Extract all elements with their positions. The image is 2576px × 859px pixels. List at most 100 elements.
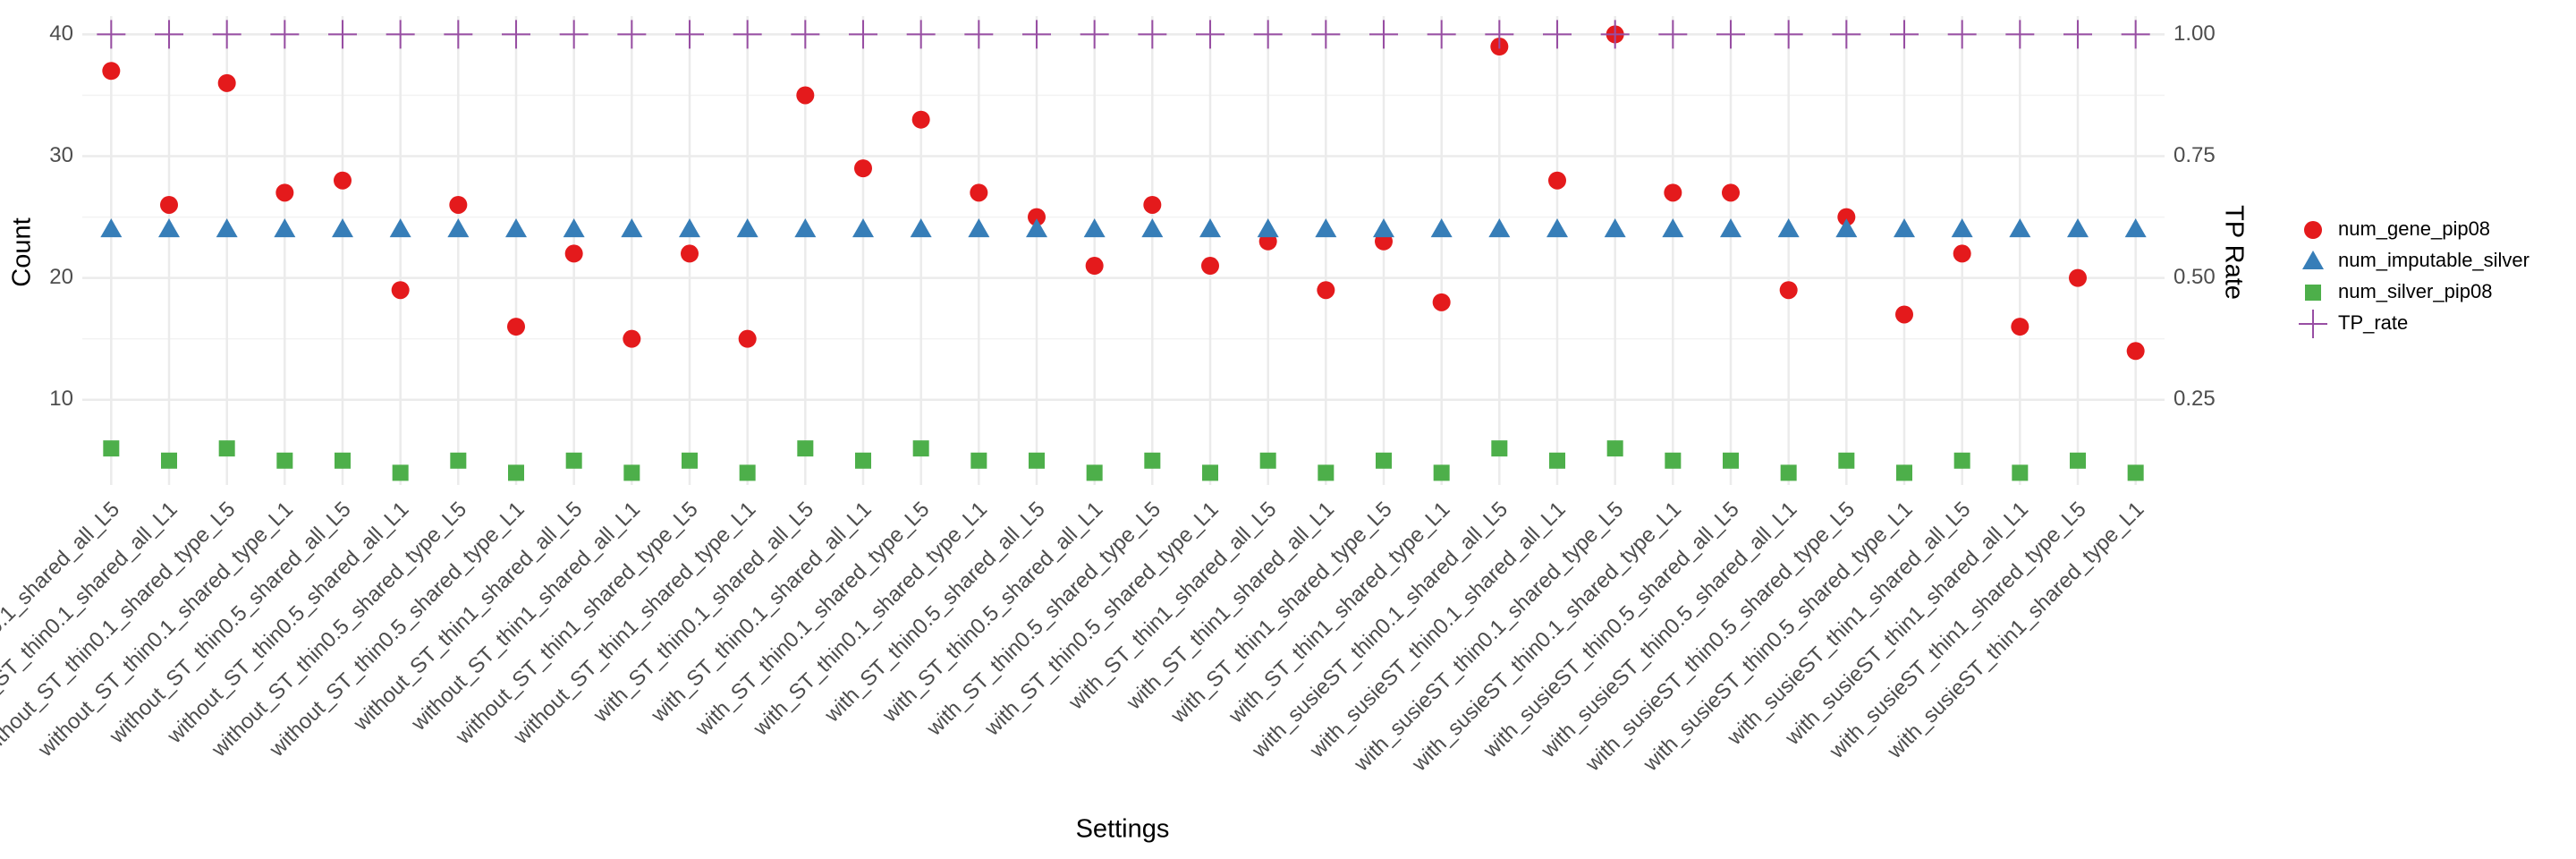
point xyxy=(1259,452,1276,469)
legend-label: num_imputable_silver xyxy=(2338,249,2529,271)
point xyxy=(910,218,932,238)
point xyxy=(1491,440,1508,457)
point xyxy=(1253,20,1283,49)
point xyxy=(334,171,352,190)
point xyxy=(2005,20,2035,49)
point xyxy=(1890,20,1919,49)
point xyxy=(1318,464,1335,481)
grid xyxy=(82,16,2165,485)
point xyxy=(386,20,415,49)
point xyxy=(1835,218,1858,238)
point xyxy=(216,218,238,238)
point xyxy=(507,318,525,336)
point xyxy=(1201,257,1219,276)
point xyxy=(1837,208,1856,226)
point xyxy=(1543,20,1572,49)
y2-tick-label: 0.25 xyxy=(2174,387,2216,411)
point xyxy=(160,195,178,214)
point xyxy=(335,452,351,469)
y2-tick-label: 0.50 xyxy=(2174,265,2216,289)
point xyxy=(791,20,820,49)
y-tick-label: 10 xyxy=(49,387,73,411)
point xyxy=(681,244,699,263)
point xyxy=(1199,218,1221,238)
x-tick-label: with_ST_thin1_shared_all_L5 xyxy=(1063,498,1281,715)
point xyxy=(1028,208,1046,226)
point xyxy=(1022,20,1051,49)
x-axis-title: Settings xyxy=(1076,815,1170,844)
point xyxy=(212,20,242,49)
point xyxy=(1951,218,1973,238)
point xyxy=(508,464,524,481)
legend-label: num_silver_pip08 xyxy=(2338,280,2492,302)
x-tick-label: with_ST_thin1_shared_all_L1 xyxy=(1122,498,1339,715)
point xyxy=(621,218,643,238)
point xyxy=(1664,183,1682,202)
point xyxy=(970,183,988,202)
point xyxy=(274,218,296,238)
point xyxy=(1720,218,1741,238)
point xyxy=(1083,218,1106,238)
point xyxy=(733,20,762,49)
point xyxy=(623,329,641,348)
y-tick-label: 20 xyxy=(49,265,73,289)
point xyxy=(218,440,235,457)
point xyxy=(1086,464,1103,481)
point xyxy=(911,110,930,129)
point xyxy=(1894,218,1915,238)
point xyxy=(1658,20,1688,49)
point xyxy=(1029,452,1045,469)
point xyxy=(1432,293,1451,311)
point xyxy=(270,20,300,49)
point xyxy=(217,73,236,92)
point xyxy=(1779,281,1798,300)
point xyxy=(502,20,530,49)
point xyxy=(617,20,647,49)
point xyxy=(449,195,468,214)
point xyxy=(738,329,757,348)
point xyxy=(1716,20,1745,49)
point xyxy=(559,20,589,49)
point xyxy=(1427,20,1456,49)
point xyxy=(736,218,758,238)
point xyxy=(1895,305,1913,324)
point xyxy=(564,244,583,263)
legend-key xyxy=(2302,251,2324,269)
legend-key xyxy=(2305,285,2321,301)
point xyxy=(1662,218,1684,238)
point xyxy=(675,20,704,49)
point xyxy=(796,86,815,105)
point xyxy=(100,218,123,238)
point xyxy=(1373,218,1394,238)
point xyxy=(1433,464,1450,481)
point xyxy=(1947,20,1977,49)
point xyxy=(1138,20,1167,49)
point xyxy=(679,218,700,238)
y-tick-label: 30 xyxy=(49,143,73,167)
point xyxy=(1144,452,1161,469)
point xyxy=(1143,195,1162,214)
point xyxy=(2011,318,2029,336)
point xyxy=(276,452,293,469)
point xyxy=(1832,20,1861,49)
y-axis-title: Count xyxy=(8,217,37,286)
point xyxy=(1430,218,1453,238)
point xyxy=(1317,281,1335,300)
point xyxy=(1953,244,1971,263)
point xyxy=(1665,452,1682,469)
point xyxy=(1722,183,1740,202)
y-tick-label: 40 xyxy=(49,21,73,46)
point xyxy=(1600,20,1630,49)
point xyxy=(505,218,527,238)
point xyxy=(563,218,585,238)
point xyxy=(2121,20,2150,49)
point xyxy=(391,281,410,300)
point xyxy=(332,218,353,238)
point xyxy=(849,20,877,49)
point xyxy=(2127,464,2144,481)
point xyxy=(450,452,467,469)
y2-tick-label: 0.75 xyxy=(2174,143,2216,167)
point xyxy=(2126,342,2145,361)
point xyxy=(739,464,756,481)
